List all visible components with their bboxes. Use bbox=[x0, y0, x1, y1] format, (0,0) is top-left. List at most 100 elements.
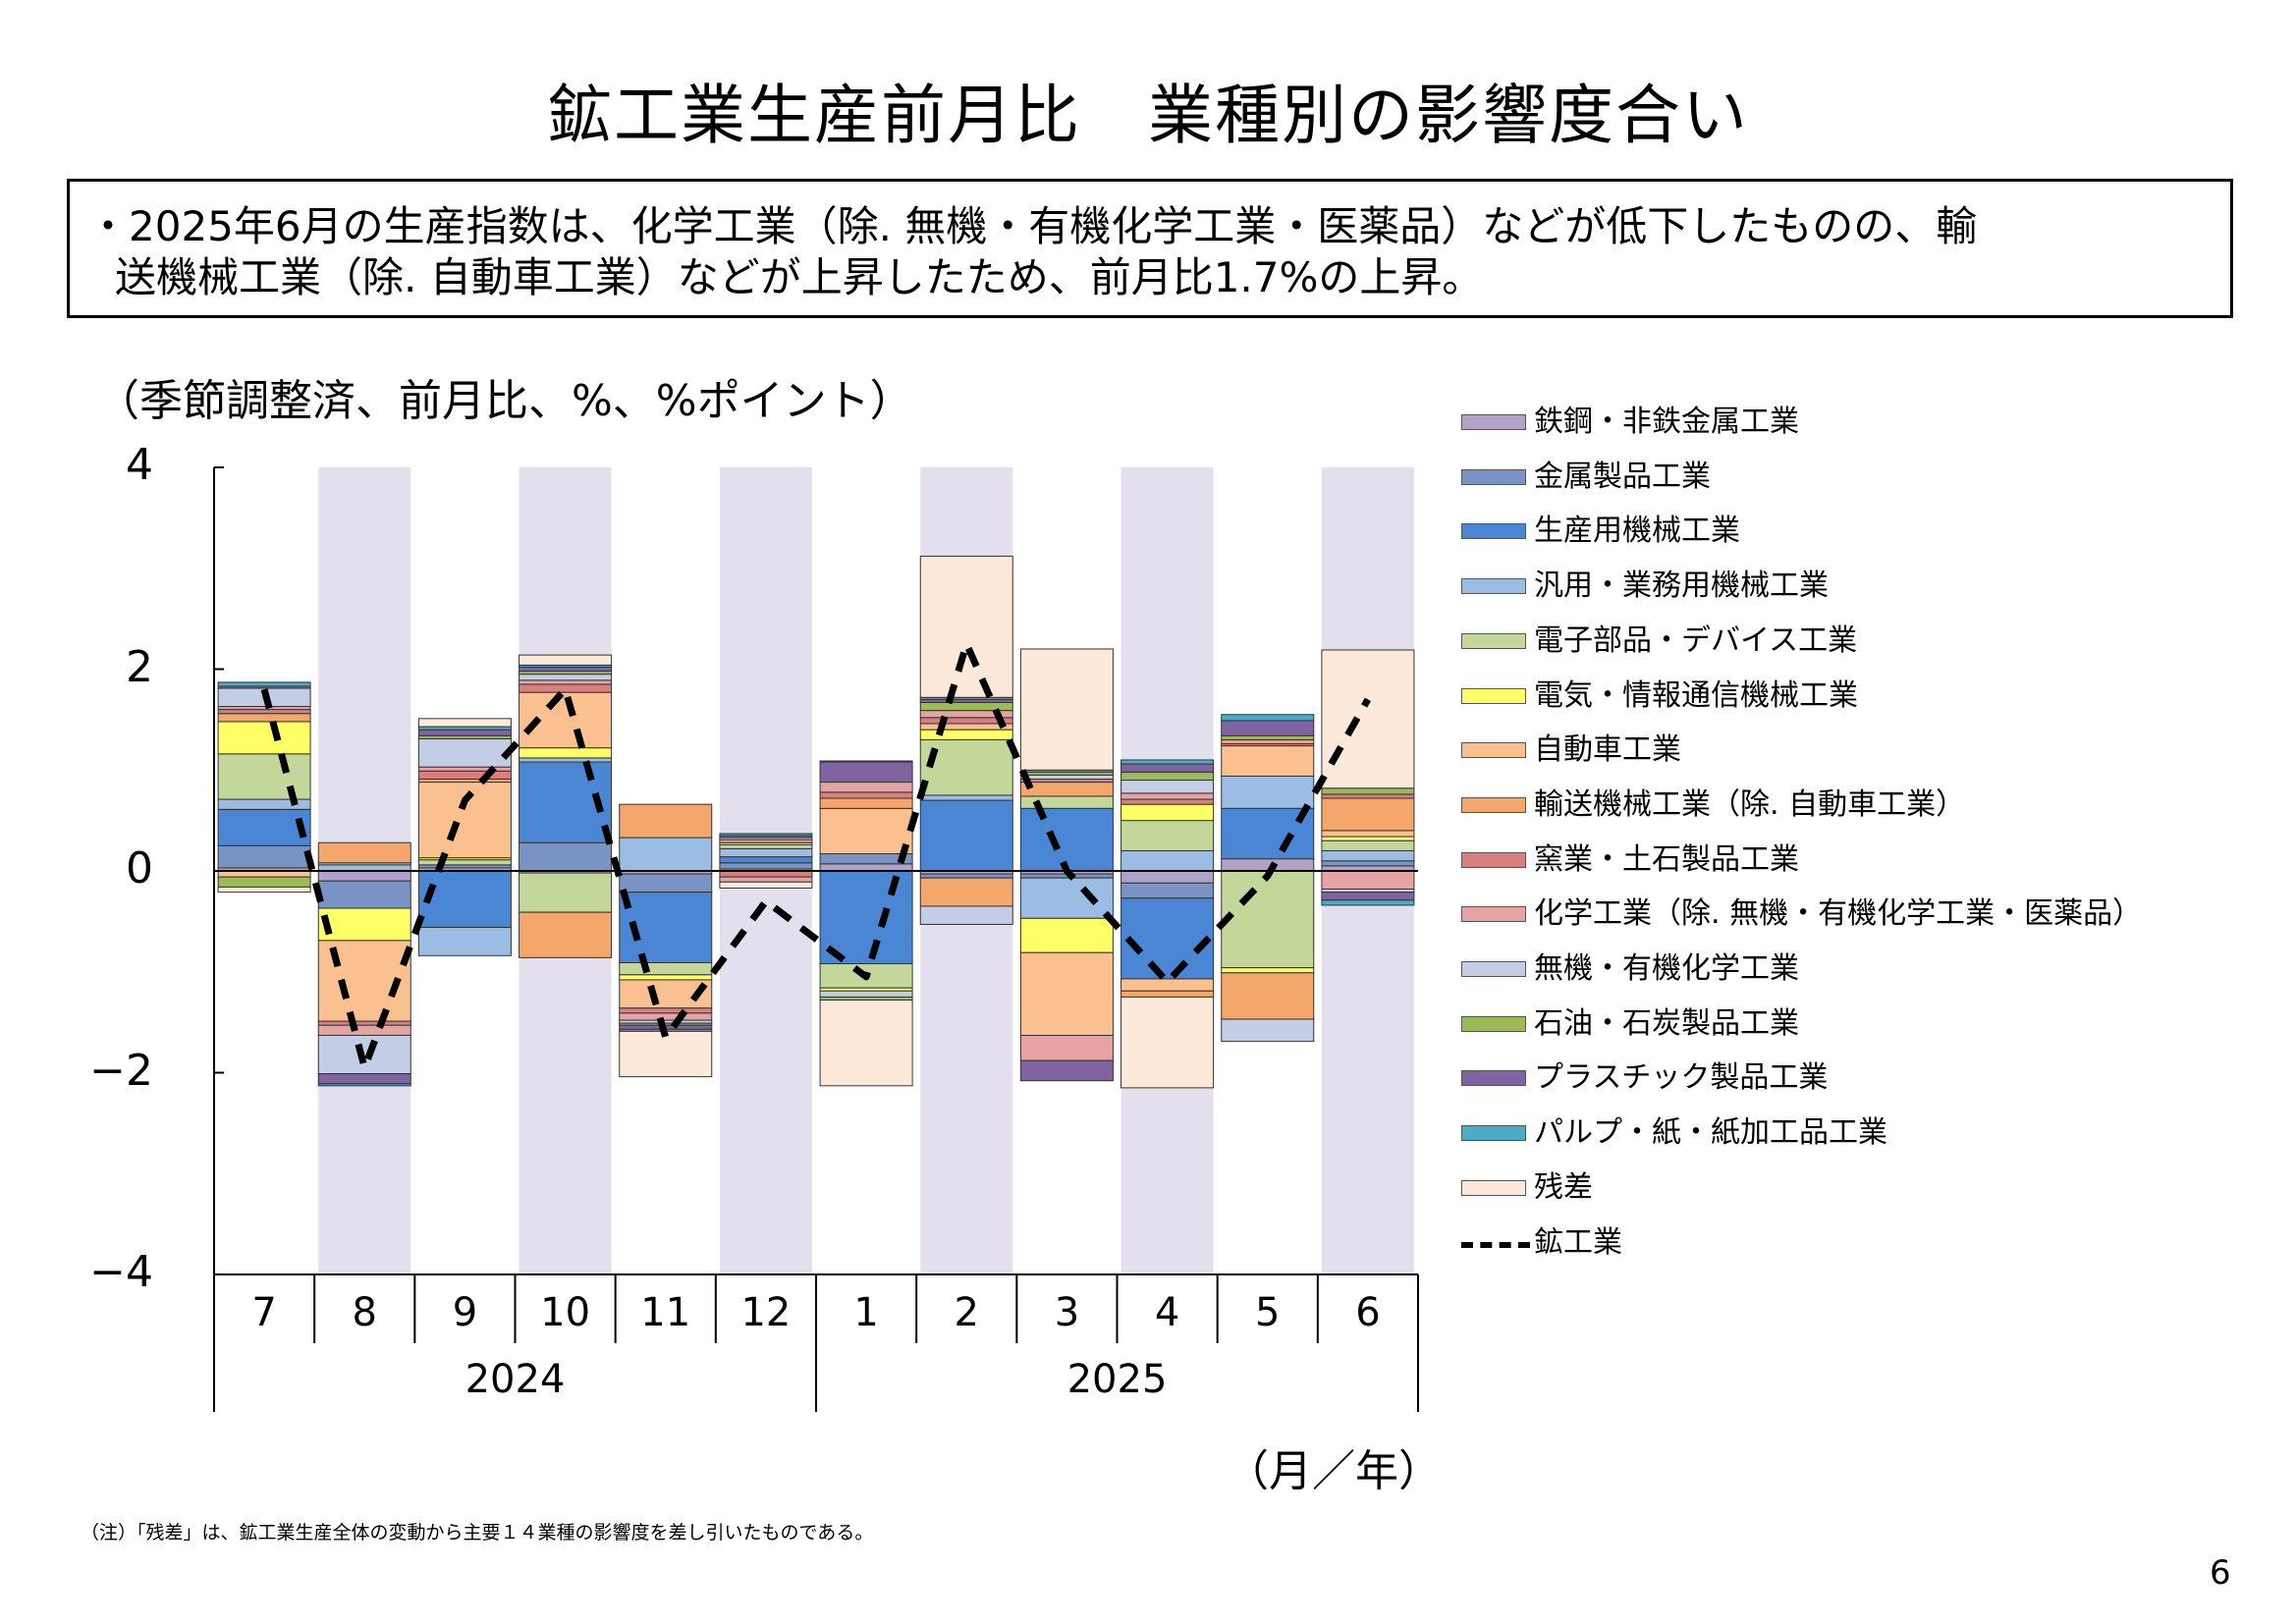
bar-segment bbox=[417, 859, 512, 866]
bar-segment bbox=[1321, 839, 1415, 851]
legend-label: 自動車工業 bbox=[1534, 732, 1681, 768]
bar-segment bbox=[819, 791, 913, 799]
bar-segment bbox=[217, 681, 311, 687]
bar-segment bbox=[719, 847, 813, 858]
bar-segment bbox=[417, 766, 512, 772]
legend-label: 石油・石炭製品工業 bbox=[1534, 1005, 1799, 1041]
bar-segment bbox=[417, 718, 512, 728]
bar-segment bbox=[819, 782, 913, 793]
line-series-mining-manufacturing bbox=[260, 640, 1371, 1071]
legend-label: 生産用機械工業 bbox=[1534, 514, 1740, 549]
bar-segment bbox=[519, 683, 613, 693]
bar-segment bbox=[1019, 648, 1114, 771]
bar-segment bbox=[1321, 836, 1415, 841]
bar-segment bbox=[1121, 990, 1215, 998]
bar-segment bbox=[1121, 978, 1215, 992]
x-axis-unit-label: （月／年） bbox=[1226, 1446, 1442, 1496]
bar-segment bbox=[919, 555, 1013, 698]
bar-segment bbox=[1121, 780, 1215, 794]
x-tick-label: 1 bbox=[853, 1290, 878, 1335]
legend-label: 輸送機械工業（除. 自動車工業） bbox=[1534, 786, 1966, 822]
summary-line-1: ・2025年6月の生産指数は、化学工業（除. 無機・有機化学工業・医薬品）などが… bbox=[87, 202, 1978, 250]
bar-segment bbox=[819, 760, 913, 763]
bar-segment bbox=[1121, 870, 1215, 884]
legend-label: 鉄鋼・非鉄金属工業 bbox=[1534, 405, 1799, 439]
bar-segment bbox=[619, 962, 713, 976]
bar-segment bbox=[217, 721, 311, 755]
bar-segment bbox=[1019, 807, 1114, 872]
x-tick-label: 10 bbox=[540, 1290, 590, 1335]
bar-segment bbox=[619, 1012, 713, 1021]
bar-segment bbox=[619, 873, 713, 893]
bar-segment bbox=[719, 843, 813, 849]
bar-segment bbox=[1321, 649, 1415, 789]
x-tick-label: 2 bbox=[955, 1290, 979, 1335]
bar-segment bbox=[819, 807, 913, 855]
bar-segment bbox=[217, 753, 311, 800]
bar-segment bbox=[1121, 792, 1215, 800]
bar-segment bbox=[1321, 892, 1415, 901]
legend-swatch bbox=[1461, 742, 1526, 759]
summary-box: ・2025年6月の生産指数は、化学工業（除. 無機・有機化学工業・医薬品）などが… bbox=[67, 179, 2233, 318]
bar-segment bbox=[1321, 793, 1415, 799]
bar-segment bbox=[317, 880, 411, 909]
x-tick-label: 9 bbox=[453, 1290, 477, 1335]
legend-label: 化学工業（除. 無機・有機化学工業・医薬品） bbox=[1534, 896, 2143, 932]
bar-segment bbox=[1221, 738, 1315, 745]
bar-segment bbox=[317, 1034, 411, 1075]
bar-segment bbox=[1221, 775, 1315, 809]
legend-label: 残差 bbox=[1534, 1169, 1593, 1205]
legend-label: 電子部品・デバイス工業 bbox=[1534, 623, 1858, 658]
legend-label: 金属製品工業 bbox=[1534, 459, 1711, 494]
bar-segment bbox=[317, 1083, 411, 1087]
bar-segment bbox=[1221, 714, 1315, 722]
bar-segment bbox=[919, 877, 1013, 907]
legend-swatch bbox=[1461, 523, 1526, 540]
bar-segment bbox=[417, 870, 512, 929]
bar-segment bbox=[1121, 798, 1215, 805]
legend-label: パルプ・紙・紙加工品工業 bbox=[1534, 1115, 1887, 1151]
bar-segment bbox=[919, 738, 1013, 796]
x-tick-label: 5 bbox=[1255, 1290, 1280, 1335]
bar-segment bbox=[1221, 972, 1315, 1020]
bar-segment bbox=[217, 886, 311, 893]
bar-segment bbox=[819, 797, 913, 809]
bar-segment bbox=[919, 873, 1013, 879]
y-tick-label: −2 bbox=[89, 1045, 153, 1096]
bar-segment bbox=[619, 974, 713, 981]
bar-segment bbox=[519, 654, 613, 666]
legend-label: 窯業・土石製品工業 bbox=[1534, 841, 1799, 877]
bar-segment bbox=[1019, 1034, 1114, 1061]
bar-segment bbox=[1221, 870, 1315, 969]
bar-segment bbox=[519, 757, 613, 763]
bar-segment bbox=[619, 1030, 713, 1078]
bar-segment bbox=[1121, 759, 1215, 765]
legend-swatch bbox=[1461, 1070, 1526, 1087]
chart-unit-label: （季節調整済、前月比、%、%ポイント） bbox=[96, 376, 913, 426]
bar-segment bbox=[519, 872, 613, 913]
bar-segment bbox=[1321, 849, 1415, 862]
bar-segment bbox=[1019, 877, 1114, 919]
footnote: （注）「残差」は、鉱工業生産全体の変動から主要１４業種の影響度を差し引いたもので… bbox=[81, 1522, 874, 1543]
bar-segment bbox=[1221, 1018, 1315, 1043]
x-tick-label: 6 bbox=[1355, 1290, 1380, 1335]
x-tick-label: 11 bbox=[640, 1290, 690, 1335]
bar-segment bbox=[1321, 860, 1415, 867]
bar-segment bbox=[1321, 899, 1415, 906]
bar-segment bbox=[1121, 820, 1215, 851]
bar-segment bbox=[1019, 1059, 1114, 1082]
legend-swatch bbox=[1461, 906, 1526, 923]
bar-segment bbox=[1121, 897, 1215, 980]
bar-segment bbox=[819, 761, 913, 784]
legend-label: 鉱工業 bbox=[1534, 1224, 1622, 1260]
x-tick-label: 12 bbox=[740, 1290, 791, 1335]
bar-segment bbox=[417, 770, 512, 780]
bar-segment bbox=[1019, 774, 1114, 780]
legend-label: 汎用・業務用機械工業 bbox=[1534, 568, 1829, 604]
y-tick-label: 4 bbox=[126, 440, 153, 490]
bar-segment bbox=[417, 729, 512, 736]
bar-segment bbox=[1321, 830, 1415, 838]
bar-segment bbox=[919, 729, 1013, 740]
bar-segment bbox=[519, 841, 613, 872]
legend-swatch bbox=[1461, 414, 1526, 430]
